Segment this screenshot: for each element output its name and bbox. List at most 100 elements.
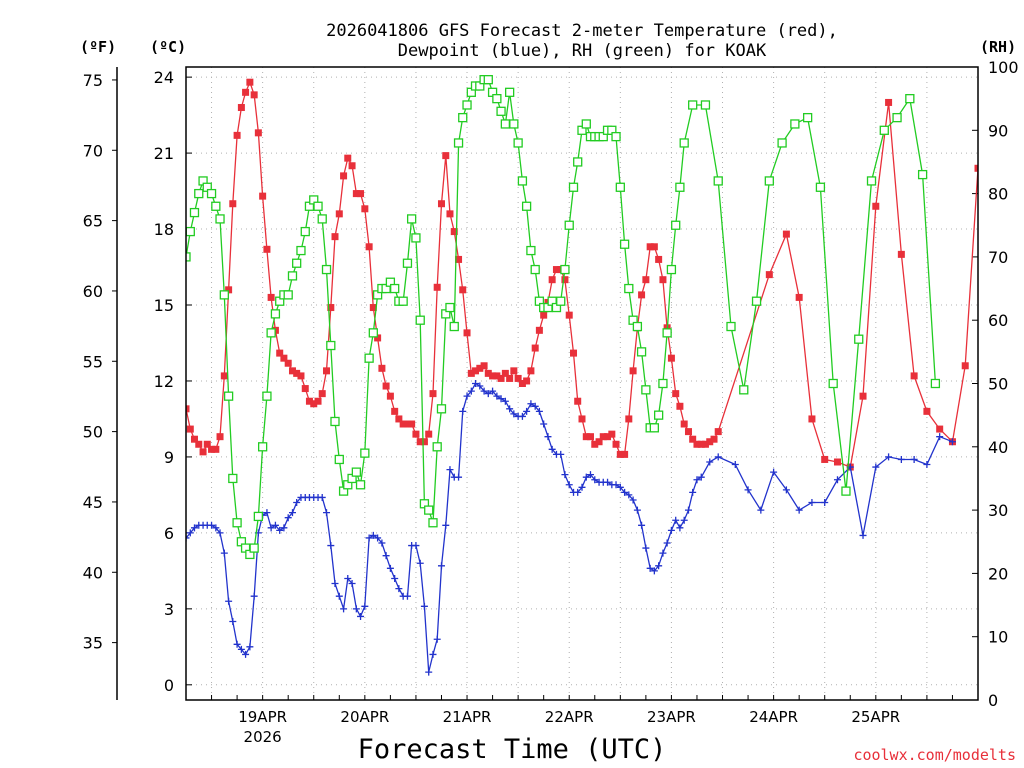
rh-tick-label: 50: [988, 375, 1008, 394]
2-meter-temperature-point: [446, 210, 454, 218]
2-meter-temperature-point: [961, 362, 969, 370]
rh-point: [415, 315, 425, 325]
2-meter-temperature-point: [340, 172, 348, 180]
dewpoint-point: [582, 473, 590, 481]
dewpoint-point: [795, 506, 803, 514]
rh-point: [458, 112, 468, 123]
rh-point: [739, 385, 749, 395]
dewpoint-point: [548, 445, 556, 453]
dewpoint-point: [263, 509, 271, 517]
c-tick-label: 21: [154, 144, 174, 163]
rh-point: [854, 334, 864, 344]
2-meter-temperature-point: [782, 230, 790, 238]
c-tick-label: 24: [154, 68, 174, 87]
rh-point: [266, 328, 276, 338]
dewpoint-point: [655, 562, 663, 570]
f-tick-label: 45: [83, 493, 103, 512]
dewpoint-point: [948, 438, 956, 446]
dewpoint-point: [659, 549, 667, 557]
rh-point: [509, 119, 519, 129]
rh-point: [892, 112, 902, 123]
rh-point: [436, 404, 447, 414]
2-meter-temperature-point: [684, 428, 692, 436]
dewpoint-point: [531, 402, 539, 410]
rh-point: [917, 169, 928, 180]
2-meter-temperature-point: [186, 425, 194, 433]
dewpoint-point: [361, 602, 369, 610]
2-meter-temperature-point: [578, 415, 586, 423]
2-meter-temperature-point: [365, 243, 373, 251]
rh-point: [560, 264, 570, 275]
dewpoint-point: [621, 488, 629, 496]
dewpoint-point: [284, 514, 292, 522]
2-meter-temperature-point: [459, 286, 467, 294]
dewpoint-point: [237, 645, 245, 653]
rh-point: [751, 296, 762, 306]
2-meter-temperature-point: [872, 202, 880, 210]
c-tick-label: 18: [154, 220, 174, 239]
2-meter-temperature-point: [437, 200, 445, 208]
rh-point: [257, 442, 268, 452]
rh-line: [186, 79, 937, 556]
credit-text: coolwx.com/modelts: [853, 746, 1016, 764]
dewpoint-point: [714, 453, 722, 461]
dewpoint-point: [271, 521, 279, 529]
dewpoint-point: [782, 486, 790, 494]
2-meter-temperature-point: [416, 438, 424, 446]
dewpoint-point: [476, 382, 484, 390]
2-meter-temperature-point: [352, 190, 360, 198]
2-meter-temperature-point: [561, 276, 569, 284]
2-meter-temperature-point: [591, 440, 599, 448]
rh-point: [390, 283, 400, 294]
dewpoint-point: [897, 455, 905, 463]
2-meter-temperature-point: [331, 233, 339, 241]
2-meter-temperature-point: [467, 369, 475, 377]
dewpoint-point: [233, 640, 241, 648]
2-meter-temperature-point: [808, 415, 816, 423]
2-meter-temperature-point: [403, 420, 411, 428]
rh-point: [700, 100, 711, 110]
dewpoint-point: [323, 509, 331, 517]
2-meter-temperature-point: [646, 243, 654, 251]
dewpoint-point: [923, 461, 931, 469]
dewpoint-point: [578, 483, 586, 491]
dewpoint-point: [212, 524, 220, 532]
2-meter-temperature-point: [335, 210, 343, 218]
rh-point: [632, 321, 643, 332]
2-meter-temperature-point: [259, 192, 267, 200]
2-meter-temperature-point: [399, 420, 407, 428]
2-meter-temperature-point: [514, 374, 522, 382]
2-meter-temperature-point: [199, 448, 207, 456]
2-meter-temperature-point: [570, 349, 578, 357]
dewpoint-point: [518, 412, 526, 420]
dewpoint-point: [357, 612, 365, 620]
2-meter-temperature-point: [650, 243, 658, 251]
2-meter-temperature-point: [586, 433, 594, 441]
dewpoint-point: [425, 668, 433, 676]
2-meter-temperature-point: [229, 200, 237, 208]
2-meter-temperature-point: [310, 400, 318, 408]
rh-point: [492, 94, 502, 104]
x-tick-label: 22APR: [545, 708, 594, 726]
2-meter-temperature-point: [429, 390, 437, 398]
f-tick-label: 40: [83, 563, 103, 582]
dewpoint-point: [604, 478, 612, 486]
dewpoint-point: [395, 585, 403, 593]
rh-point: [211, 201, 221, 211]
rh-point: [568, 182, 579, 192]
rh-point: [398, 296, 408, 306]
rh-point: [930, 378, 941, 389]
f-tick-label: 55: [83, 352, 103, 371]
2-meter-temperature-point: [190, 435, 198, 443]
dewpoint-point: [220, 549, 228, 557]
c-tick-label: 15: [154, 296, 174, 315]
2-meter-temperature-point: [297, 372, 305, 380]
2-meter-temperature-point: [535, 326, 543, 334]
dewpoint-point: [676, 524, 684, 532]
fahrenheit-unit-label: (ºF): [80, 38, 116, 56]
dewpoint-point: [910, 455, 918, 463]
f-tick-label: 65: [83, 212, 103, 231]
rh-point: [679, 138, 689, 148]
rh-point: [330, 416, 340, 427]
f-tick-label: 70: [83, 141, 103, 160]
